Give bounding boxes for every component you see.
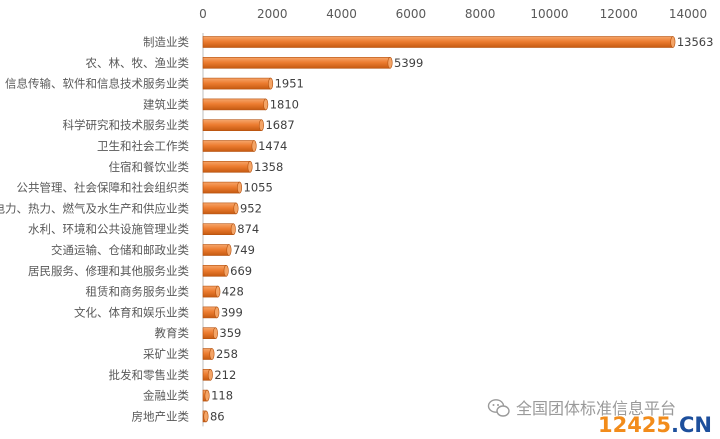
bar-cap xyxy=(247,161,253,173)
category-label: 科学研究和技术服务业类 xyxy=(63,118,190,132)
bar xyxy=(202,56,391,69)
category-label: 采矿业类 xyxy=(143,347,189,361)
category-label: 建筑业类 xyxy=(143,97,189,111)
bar-cap xyxy=(268,77,274,90)
bar xyxy=(202,119,262,131)
site-logo-domain: .CN xyxy=(671,413,712,437)
category-label: 居民服务、修理和其他服务业类 xyxy=(28,264,189,278)
bar-cap xyxy=(209,348,215,360)
data-label: 1474 xyxy=(258,139,287,153)
bar-cap xyxy=(207,368,213,381)
category-label: 租赁和商务服务业类 xyxy=(86,285,190,299)
bar xyxy=(202,161,251,173)
x-tick-label: 8000 xyxy=(465,7,496,21)
category-label: 卫生和社会工作类 xyxy=(97,139,189,153)
x-tick-label: 12000 xyxy=(600,7,638,21)
data-label: 399 xyxy=(221,305,243,319)
bar xyxy=(202,223,234,235)
bar-cap xyxy=(387,56,393,69)
data-label: 749 xyxy=(233,243,255,257)
watermark: 全国团体标准信息平台 xyxy=(487,399,676,418)
category-label: 农、林、牧、渔业类 xyxy=(86,56,190,70)
bars: 13563 5399 1951 1810 1687 1474 1358 1055 952 874 7… xyxy=(202,35,714,423)
bar xyxy=(202,181,240,194)
category-label: 金融业类 xyxy=(143,389,189,403)
data-label: 952 xyxy=(240,201,262,215)
data-label: 1810 xyxy=(270,97,299,111)
category-label: 住宿和餐饮业类 xyxy=(109,160,190,174)
bar-cap xyxy=(214,306,220,319)
category-label: 批发和零售业类 xyxy=(109,368,190,382)
bar-cap xyxy=(258,119,264,131)
category-labels: 制造业类农、林、牧、渔业类信息传输、软件和信息技术服务业类建筑业类科学研究和技术… xyxy=(0,35,189,423)
wechat-icon xyxy=(487,399,510,417)
category-label: 电力、热力、燃气及水生产和供应业类 xyxy=(0,201,189,215)
bar-cap xyxy=(251,140,257,152)
data-label: 874 xyxy=(237,222,259,236)
category-label: 水利、环境和公共设施管理业类 xyxy=(28,222,189,236)
x-tick-label: 4000 xyxy=(326,7,357,21)
bar xyxy=(202,98,267,111)
data-label: 118 xyxy=(211,389,233,403)
bar xyxy=(202,77,271,90)
category-label: 房地产业类 xyxy=(132,409,190,423)
bar-cap xyxy=(204,389,210,402)
data-label: 212 xyxy=(214,368,236,382)
data-label: 669 xyxy=(230,264,252,278)
data-label: 258 xyxy=(216,347,238,361)
bar-cap xyxy=(226,244,232,256)
bar-cap xyxy=(237,181,243,194)
data-label: 1055 xyxy=(244,181,273,195)
data-label: 1687 xyxy=(265,118,294,132)
category-label: 教育类 xyxy=(155,326,190,340)
bar-cap xyxy=(203,410,209,423)
bar-cap xyxy=(215,285,221,298)
bar xyxy=(202,264,227,277)
x-tick-label: 10000 xyxy=(530,7,568,21)
data-label: 428 xyxy=(222,285,244,299)
category-label: 制造业类 xyxy=(143,35,189,49)
site-logo: 12425.CN xyxy=(598,413,712,437)
x-tick-label: 0 xyxy=(199,7,207,21)
x-tick-label: 14000 xyxy=(669,7,707,21)
site-logo-number: 12425 xyxy=(597,413,672,437)
watermark-text: 全国团体标准信息平台 xyxy=(516,399,676,418)
bar-cap xyxy=(223,264,229,277)
bar-cap xyxy=(263,98,269,111)
data-label: 5399 xyxy=(394,56,423,70)
bar-cap xyxy=(230,223,236,235)
bar xyxy=(202,140,255,152)
data-label: 13563 xyxy=(677,35,714,49)
x-tick-label: 2000 xyxy=(257,7,288,21)
bar xyxy=(202,202,237,215)
bar-cap xyxy=(212,327,218,340)
category-label: 信息传输、软件和信息技术服务业类 xyxy=(5,77,189,91)
bar xyxy=(202,244,230,256)
bar xyxy=(202,36,674,48)
x-axis: 0 2000 4000 6000 8000 10000 12000 14000 xyxy=(199,7,707,427)
data-label: 1358 xyxy=(254,160,283,174)
data-label: 86 xyxy=(210,409,225,423)
category-label: 公共管理、社会保障和社会组织类 xyxy=(17,181,190,195)
data-label: 359 xyxy=(219,326,241,340)
category-label: 交通运输、仓储和邮政业类 xyxy=(51,243,189,257)
category-label: 文化、体育和娱乐业类 xyxy=(74,305,189,319)
bar-cap xyxy=(670,36,676,48)
data-label: 1951 xyxy=(275,77,304,91)
bar-cap xyxy=(233,202,239,215)
x-tick-label: 6000 xyxy=(396,7,427,21)
